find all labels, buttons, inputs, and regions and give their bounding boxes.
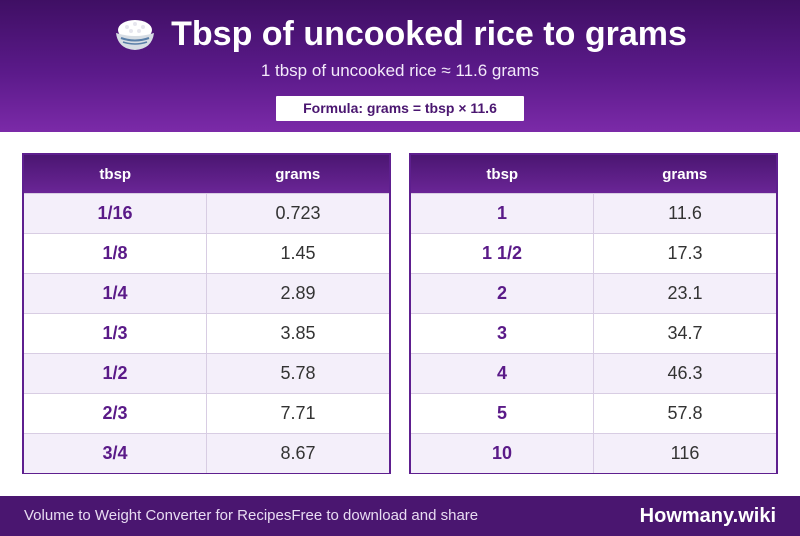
footer-tagline: Volume to Weight Converter for RecipesFr… — [24, 507, 479, 524]
table-row: 1/2 5.78 — [24, 353, 389, 393]
grams-cell: 116 — [670, 443, 700, 463]
grams-cell: 7.71 — [280, 403, 316, 423]
page-title-text: Tbsp of uncooked rice to grams — [171, 15, 687, 53]
table-row: 3 34.7 — [411, 313, 776, 353]
table-row: 1 1/2 17.3 — [411, 233, 776, 273]
column-header-tbsp: tbsp — [99, 165, 132, 183]
tbsp-cell: 3 — [411, 314, 594, 353]
tbsp-cell: 1/3 — [24, 314, 207, 353]
grams-cell: 2.89 — [280, 283, 316, 303]
tbsp-cell: 1/16 — [24, 194, 207, 233]
grams-cell: 17.3 — [667, 243, 703, 263]
tbsp-cell: 2/3 — [24, 394, 207, 433]
table-row: 2/3 7.71 — [24, 393, 389, 433]
grams-cell: 23.1 — [667, 283, 703, 303]
tbsp-cell: 1/2 — [24, 354, 207, 393]
grams-cell: 57.8 — [667, 403, 703, 423]
column-header-grams: grams — [662, 165, 708, 183]
column-header-grams: grams — [275, 165, 321, 183]
table-row: 1/3 3.85 — [24, 313, 389, 353]
table-row: 3/4 8.67 — [24, 433, 389, 473]
table-row: 10 116 — [411, 433, 776, 473]
conversion-table-large: tbsp grams 1 11.6 1 1/2 17.3 2 23.1 3 34… — [409, 153, 778, 474]
rice-bowl-icon — [116, 20, 155, 50]
tbsp-cell: 3/4 — [24, 434, 207, 473]
footer-bar: Volume to Weight Converter for RecipesFr… — [0, 496, 800, 536]
grams-cell: 3.85 — [280, 323, 316, 343]
tbsp-cell: 2 — [411, 274, 594, 313]
brand-link[interactable]: Howmany.wiki — [639, 505, 776, 527]
table-row: 1/16 0.723 — [24, 193, 389, 233]
tbsp-cell: 1 1/2 — [411, 234, 594, 273]
table-row: 1 11.6 — [411, 193, 776, 233]
column-header-tbsp: tbsp — [486, 165, 519, 183]
page-title: Tbsp of uncooked rice to grams — [0, 12, 800, 56]
tbsp-cell: 4 — [411, 354, 594, 393]
formula-badge: Formula: grams = tbsp × 11.6 — [276, 96, 524, 121]
conversion-table-small: tbsp grams 1/16 0.723 1/8 1.45 1/4 2.89 … — [22, 153, 391, 474]
table-row: 4 46.3 — [411, 353, 776, 393]
table-row: 1/4 2.89 — [24, 273, 389, 313]
table-row: 1/8 1.45 — [24, 233, 389, 273]
header-banner: Tbsp of uncooked rice to grams 1 tbsp of… — [0, 0, 800, 132]
tbsp-cell: 10 — [411, 434, 594, 473]
grams-cell: 11.6 — [668, 203, 702, 223]
tbsp-cell: 1/4 — [24, 274, 207, 313]
table-row: 5 57.8 — [411, 393, 776, 433]
tbsp-cell: 1 — [411, 194, 594, 233]
table-header: tbsp grams — [411, 155, 776, 193]
table-row: 2 23.1 — [411, 273, 776, 313]
grams-cell: 5.78 — [280, 363, 316, 383]
tbsp-cell: 1/8 — [24, 234, 207, 273]
tbsp-cell: 5 — [411, 394, 594, 433]
grams-cell: 0.723 — [275, 203, 321, 223]
conversion-summary: 1 tbsp of uncooked rice ≈ 11.6 grams — [260, 61, 540, 80]
grams-cell: 34.7 — [667, 323, 703, 343]
grams-cell: 1.45 — [280, 243, 316, 263]
grams-cell: 46.3 — [667, 363, 703, 383]
table-header: tbsp grams — [24, 155, 389, 193]
grams-cell: 8.67 — [280, 443, 316, 463]
